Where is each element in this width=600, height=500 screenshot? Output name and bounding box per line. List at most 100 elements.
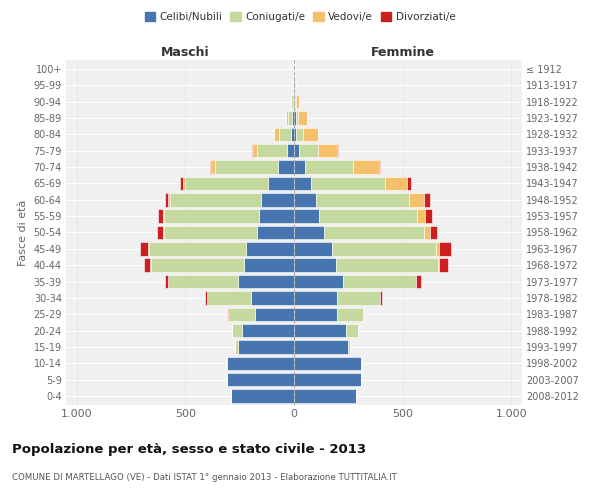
Bar bbox=[332, 242, 436, 256]
Bar bbox=[185, 176, 268, 190]
Bar bbox=[149, 242, 246, 256]
Bar bbox=[294, 373, 361, 386]
Bar bbox=[229, 308, 255, 321]
Bar bbox=[294, 193, 316, 206]
Bar bbox=[151, 258, 244, 272]
Bar bbox=[163, 226, 164, 239]
Bar bbox=[325, 226, 424, 239]
Bar bbox=[294, 390, 356, 402]
Bar bbox=[316, 193, 409, 206]
Bar bbox=[278, 160, 294, 174]
Bar bbox=[164, 226, 257, 239]
Bar bbox=[425, 210, 432, 223]
Bar bbox=[228, 308, 229, 321]
Bar bbox=[302, 128, 318, 141]
Bar bbox=[251, 291, 294, 304]
Bar bbox=[292, 112, 294, 124]
Text: COMUNE DI MARTELLAGO (VE) - Dati ISTAT 1° gennaio 2013 - Elaborazione TUTTITALIA: COMUNE DI MARTELLAGO (VE) - Dati ISTAT 1… bbox=[12, 472, 397, 482]
Bar bbox=[343, 275, 416, 288]
Bar bbox=[232, 324, 242, 338]
Bar bbox=[294, 176, 311, 190]
Bar bbox=[294, 324, 346, 338]
Bar bbox=[294, 242, 332, 256]
Text: Femmine: Femmine bbox=[371, 46, 434, 59]
Bar bbox=[244, 258, 294, 272]
Bar bbox=[319, 210, 416, 223]
Bar bbox=[227, 356, 294, 370]
Bar bbox=[385, 176, 407, 190]
Bar bbox=[436, 242, 439, 256]
Bar bbox=[165, 275, 168, 288]
Bar bbox=[238, 275, 294, 288]
Bar bbox=[180, 176, 183, 190]
Bar bbox=[416, 275, 421, 288]
Bar bbox=[296, 95, 299, 108]
Bar bbox=[158, 210, 163, 223]
Bar bbox=[207, 291, 251, 304]
Y-axis label: Fasce di età: Fasce di età bbox=[18, 200, 28, 266]
Bar bbox=[274, 128, 279, 141]
Bar bbox=[215, 160, 278, 174]
Bar bbox=[337, 258, 439, 272]
Legend: Celibi/Nubili, Coniugati/e, Vedovi/e, Divorziati/e: Celibi/Nubili, Coniugati/e, Vedovi/e, Di… bbox=[140, 8, 460, 26]
Bar bbox=[251, 144, 253, 158]
Bar bbox=[305, 160, 353, 174]
Bar bbox=[242, 324, 294, 338]
Bar bbox=[294, 308, 337, 321]
Bar bbox=[337, 291, 380, 304]
Text: Maschi: Maschi bbox=[161, 46, 210, 59]
Bar bbox=[262, 193, 294, 206]
Bar bbox=[439, 242, 451, 256]
Bar bbox=[287, 144, 294, 158]
Bar bbox=[318, 144, 337, 158]
Bar bbox=[294, 258, 337, 272]
Text: Popolazione per età, sesso e stato civile - 2013: Popolazione per età, sesso e stato civil… bbox=[12, 442, 366, 456]
Bar bbox=[257, 226, 294, 239]
Bar bbox=[424, 193, 430, 206]
Bar bbox=[286, 112, 288, 124]
Bar bbox=[291, 95, 293, 108]
Bar bbox=[337, 308, 364, 321]
Bar bbox=[211, 160, 215, 174]
Bar bbox=[164, 210, 259, 223]
Bar bbox=[416, 210, 425, 223]
Bar bbox=[379, 160, 380, 174]
Bar bbox=[164, 193, 169, 206]
Bar bbox=[255, 308, 294, 321]
Bar bbox=[279, 128, 291, 141]
Bar bbox=[291, 128, 294, 141]
Bar bbox=[140, 242, 148, 256]
Bar bbox=[168, 275, 238, 288]
Bar bbox=[183, 176, 185, 190]
Bar bbox=[163, 210, 164, 223]
Bar bbox=[294, 291, 337, 304]
Bar bbox=[227, 373, 294, 386]
Bar bbox=[253, 144, 257, 158]
Bar bbox=[259, 210, 294, 223]
Bar bbox=[210, 160, 211, 174]
Bar bbox=[157, 226, 163, 239]
Bar bbox=[346, 324, 358, 338]
Bar bbox=[298, 112, 307, 124]
Bar bbox=[246, 242, 294, 256]
Bar bbox=[337, 144, 338, 158]
Bar bbox=[294, 160, 305, 174]
Bar bbox=[294, 226, 325, 239]
Bar bbox=[380, 291, 382, 304]
Bar bbox=[231, 390, 294, 402]
Bar bbox=[294, 128, 296, 141]
Bar bbox=[294, 356, 361, 370]
Bar bbox=[268, 176, 294, 190]
Bar bbox=[294, 340, 348, 353]
Bar bbox=[299, 144, 318, 158]
Bar bbox=[409, 193, 424, 206]
Bar bbox=[353, 160, 379, 174]
Bar bbox=[294, 112, 296, 124]
Bar bbox=[294, 210, 319, 223]
Bar bbox=[311, 176, 385, 190]
Bar bbox=[294, 275, 343, 288]
Bar bbox=[294, 95, 295, 108]
Bar bbox=[348, 340, 350, 353]
Bar bbox=[205, 291, 207, 304]
Bar bbox=[235, 340, 238, 353]
